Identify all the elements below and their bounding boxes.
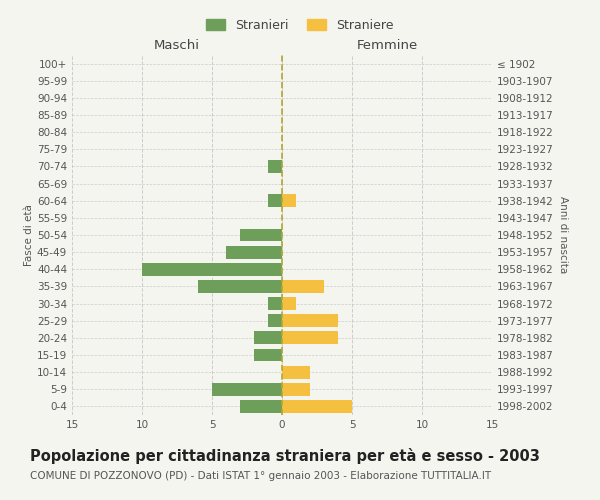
Bar: [268, 160, 282, 173]
Y-axis label: Fasce di età: Fasce di età: [24, 204, 34, 266]
Text: Popolazione per cittadinanza straniera per età e sesso - 2003: Popolazione per cittadinanza straniera p…: [30, 448, 540, 464]
Bar: [226, 246, 282, 258]
Bar: [240, 400, 282, 413]
Y-axis label: Anni di nascita: Anni di nascita: [557, 196, 568, 274]
Bar: [212, 383, 282, 396]
Bar: [142, 263, 282, 276]
Text: COMUNE DI POZZONOVO (PD) - Dati ISTAT 1° gennaio 2003 - Elaborazione TUTTITALIA.: COMUNE DI POZZONOVO (PD) - Dati ISTAT 1°…: [30, 471, 491, 481]
Bar: [268, 194, 282, 207]
Bar: [268, 314, 282, 327]
Text: Femmine: Femmine: [356, 38, 418, 52]
Bar: [282, 400, 352, 413]
Legend: Stranieri, Straniere: Stranieri, Straniere: [202, 14, 398, 37]
Bar: [254, 348, 282, 362]
Bar: [198, 280, 282, 293]
Bar: [268, 297, 282, 310]
Bar: [282, 383, 310, 396]
Bar: [240, 228, 282, 241]
Bar: [282, 280, 324, 293]
Bar: [254, 332, 282, 344]
Bar: [282, 314, 338, 327]
Bar: [282, 194, 296, 207]
Bar: [282, 366, 310, 378]
Text: Maschi: Maschi: [154, 38, 200, 52]
Bar: [282, 332, 338, 344]
Bar: [282, 297, 296, 310]
